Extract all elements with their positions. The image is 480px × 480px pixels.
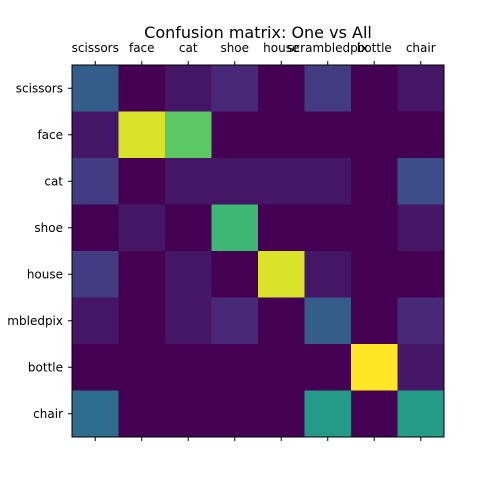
y-tick-label-cat: cat — [44, 174, 63, 188]
heatmap-cell-house-scrambledpix — [304, 251, 352, 298]
chart-title: Confusion matrix: One vs All — [144, 23, 372, 42]
y-tick-label-chair: chair — [33, 407, 63, 421]
heatmap-cell-chair-house — [258, 390, 305, 438]
heatmap-cell-scissors-face — [118, 65, 166, 112]
heatmap-cell-shoe-cat — [165, 204, 212, 252]
heatmap-cell-cat-chair — [397, 158, 445, 205]
y-tick-label-scissors: scissors — [16, 81, 63, 95]
x-tick-label-house: house — [263, 41, 299, 55]
heatmap-cell-scrambledpix-scrambledpix — [304, 297, 352, 345]
heatmap-cell-scrambledpix-shoe — [211, 297, 259, 345]
heatmap-cell-scrambledpix-house — [258, 297, 305, 345]
heatmap-cell-shoe-chair — [397, 204, 445, 252]
heatmap-cell-shoe-bottle — [351, 204, 398, 252]
heatmap-cell-house-bottle — [351, 251, 398, 298]
heatmap-cell-cat-scrambledpix — [304, 158, 352, 205]
y-tick-label-scrambledpix: mbledpix — [7, 314, 63, 328]
heatmap-cell-bottle-scissors — [72, 344, 119, 391]
heatmap-cell-bottle-chair — [397, 344, 445, 391]
heatmap-cell-house-house — [258, 251, 305, 298]
plot-frame — [71, 64, 445, 438]
heatmap-cell-scrambledpix-face — [118, 297, 166, 345]
heatmap-cell-face-bottle — [351, 111, 398, 159]
y-tick-label-bottle: bottle — [28, 360, 63, 374]
heatmap-cell-cat-bottle — [351, 158, 398, 205]
heatmap-cell-chair-cat — [165, 390, 212, 438]
x-axis-ticks: scissors face cat shoe housescrambledpixbott… — [72, 41, 436, 441]
heatmap-cell-shoe-shoe — [211, 204, 259, 252]
heatmap-cell-face-scissors — [72, 111, 119, 159]
y-axis-ticks: scissors face cat shoe house mbledpix bottle ch… — [7, 81, 72, 421]
x-tick-label-face: face — [129, 41, 155, 55]
heatmap-cell-house-scissors — [72, 251, 119, 298]
heatmap-cell-face-scrambledpix — [304, 111, 352, 159]
x-tick-label-shoe: shoe — [220, 41, 249, 55]
heatmap-cell-face-cat — [165, 111, 212, 159]
heatmap-cells — [72, 65, 445, 438]
heatmap-cell-face-house — [258, 111, 305, 159]
heatmap-cell-shoe-face — [118, 204, 166, 252]
heatmap-cell-shoe-scrambledpix — [304, 204, 352, 252]
heatmap-cell-scrambledpix-chair — [397, 297, 445, 345]
heatmap-cell-scissors-house — [258, 65, 305, 112]
heatmap-cell-house-chair — [397, 251, 445, 298]
heatmap-cell-house-face — [118, 251, 166, 298]
heatmap-cell-scissors-chair — [397, 65, 445, 112]
heatmap-cell-scrambledpix-cat — [165, 297, 212, 345]
heatmap-cell-cat-face — [118, 158, 166, 205]
heatmap-cell-chair-bottle — [351, 390, 398, 438]
heatmap-cell-scissors-scrambledpix — [304, 65, 352, 112]
x-tick-label-scrambledpix: scrambledpix — [287, 41, 368, 55]
heatmap-cell-shoe-scissors — [72, 204, 119, 252]
heatmap-cell-bottle-scrambledpix — [304, 344, 352, 391]
y-tick-label-face: face — [37, 128, 63, 142]
heatmap-cell-cat-house — [258, 158, 305, 205]
heatmap-cell-scrambledpix-scissors — [72, 297, 119, 345]
x-tick-label-chair: chair — [406, 41, 436, 55]
heatmap-cell-cat-shoe — [211, 158, 259, 205]
heatmap-cell-chair-shoe — [211, 390, 259, 438]
heatmap-cell-face-face — [118, 111, 166, 159]
heatmap-cell-bottle-house — [258, 344, 305, 391]
x-tick-label-bottle: bottle — [357, 41, 392, 55]
heatmap-cell-bottle-bottle — [351, 344, 398, 391]
heatmap-cell-chair-face — [118, 390, 166, 438]
heatmap-cell-bottle-face — [118, 344, 166, 391]
heatmap-cell-shoe-house — [258, 204, 305, 252]
heatmap-cell-scissors-cat — [165, 65, 212, 112]
heatmap-cell-scissors-scissors — [72, 65, 119, 112]
y-tick-label-shoe: shoe — [34, 221, 63, 235]
heatmap-cell-house-cat — [165, 251, 212, 298]
heatmap-cell-scissors-bottle — [351, 65, 398, 112]
heatmap-cell-chair-chair — [397, 390, 445, 438]
heatmap-cell-face-shoe — [211, 111, 259, 159]
heatmap-cell-chair-scissors — [72, 390, 119, 438]
heatmap-cell-chair-scrambledpix — [304, 390, 352, 438]
heatmap-cell-bottle-cat — [165, 344, 212, 391]
heatmap-cell-bottle-shoe — [211, 344, 259, 391]
heatmap-cell-house-shoe — [211, 251, 259, 298]
heatmap-cell-scrambledpix-bottle — [351, 297, 398, 345]
heatmap-cell-face-chair — [397, 111, 445, 159]
y-tick-label-house: house — [27, 267, 63, 281]
heatmap-cell-scissors-shoe — [211, 65, 259, 112]
x-tick-label-cat: cat — [179, 41, 198, 55]
heatmap-cell-cat-scissors — [72, 158, 119, 205]
heatmap-cell-cat-cat — [165, 158, 212, 205]
x-tick-label-scissors: scissors — [72, 41, 119, 55]
